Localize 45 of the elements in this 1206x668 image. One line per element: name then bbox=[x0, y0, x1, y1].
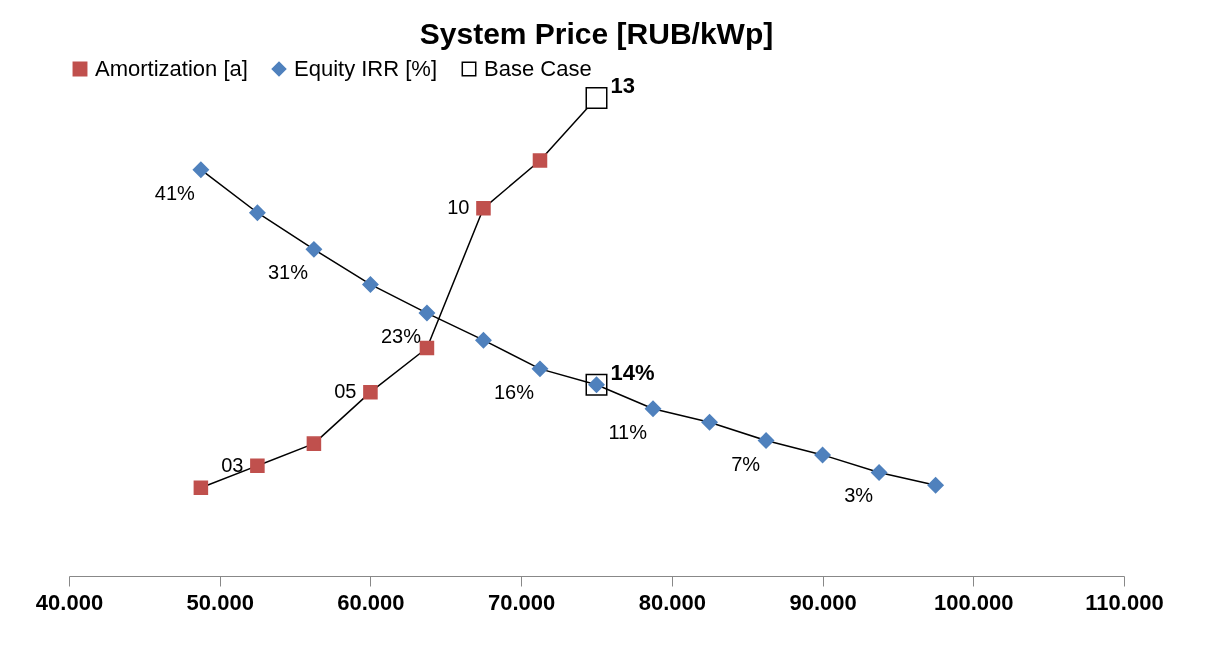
point bbox=[419, 340, 435, 356]
x-tick-label: 40.000 bbox=[35, 589, 104, 615]
x-tick-label: 80.000 bbox=[638, 589, 707, 615]
point bbox=[585, 87, 608, 109]
point bbox=[476, 201, 491, 216]
data-label: 31% bbox=[267, 261, 309, 284]
data-label: 7% bbox=[731, 452, 761, 475]
x-tick-label: 50.000 bbox=[186, 589, 254, 615]
point bbox=[362, 276, 379, 293]
point bbox=[757, 432, 775, 449]
data-label: 23% bbox=[380, 325, 422, 348]
point bbox=[193, 480, 209, 496]
data-label: 14% bbox=[610, 359, 655, 385]
data-label: 05 bbox=[334, 380, 357, 403]
data-label: 41% bbox=[154, 181, 196, 204]
data-label: 03 bbox=[221, 453, 244, 476]
point bbox=[306, 436, 322, 451]
point bbox=[192, 161, 210, 178]
chart-title: System Price [RUB/kWp] bbox=[419, 17, 774, 50]
point bbox=[644, 400, 662, 417]
point bbox=[249, 204, 266, 221]
point bbox=[305, 241, 323, 258]
point bbox=[701, 414, 718, 431]
legend-label: Equity IRR [%] bbox=[294, 56, 438, 81]
legend-label: Base Case bbox=[484, 56, 592, 81]
data-label: 3% bbox=[844, 484, 874, 507]
x-tick-label: 100.000 bbox=[934, 589, 1014, 615]
point bbox=[532, 153, 548, 168]
point bbox=[814, 446, 831, 464]
point bbox=[418, 304, 436, 322]
legend-label: Amortization [a] bbox=[95, 56, 248, 81]
point bbox=[531, 360, 549, 378]
point bbox=[927, 477, 944, 494]
point bbox=[250, 458, 265, 473]
point bbox=[363, 384, 378, 400]
x-tick-label: 90.000 bbox=[789, 589, 857, 615]
data-label: 11% bbox=[608, 420, 648, 443]
data-label: 10 bbox=[447, 196, 470, 219]
x-tick-label: 60.000 bbox=[337, 589, 405, 615]
x-tick-label: 110.000 bbox=[1085, 589, 1164, 615]
point bbox=[870, 464, 888, 481]
point bbox=[475, 332, 492, 349]
data-label: 16% bbox=[493, 380, 535, 403]
x-tick-label: 70.000 bbox=[487, 589, 556, 615]
data-label: 13 bbox=[610, 73, 635, 98]
